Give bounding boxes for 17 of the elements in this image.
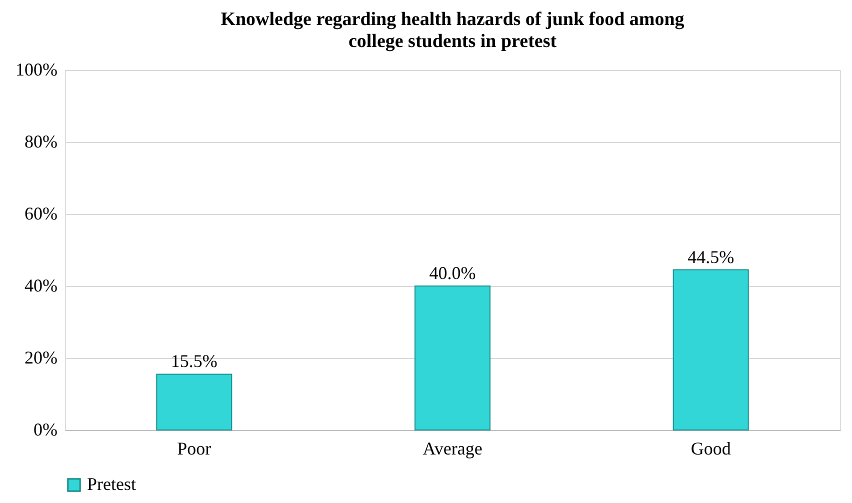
bar	[156, 374, 232, 430]
bar	[672, 269, 749, 430]
y-tick-label: 80%	[24, 132, 58, 152]
legend-label: Pretest	[87, 474, 136, 494]
x-tick-label: Average	[422, 438, 482, 458]
chart-title: Knowledge regarding health hazards of junk food among college students in pretest	[220, 9, 685, 52]
y-tick-label: 20%	[24, 348, 58, 368]
x-tick-label: Good	[690, 438, 731, 458]
y-tick-label: 0%	[34, 420, 58, 440]
data-label: 15.5%	[170, 351, 218, 372]
bar	[414, 286, 490, 430]
data-label: 40.0%	[429, 263, 476, 283]
y-tick-label: 60%	[24, 204, 58, 224]
data-label: 44.5%	[688, 246, 734, 267]
x-tick-label: Poor	[177, 438, 212, 458]
y-tick-label: 40%	[24, 276, 58, 296]
y-tick-label: 100%	[16, 60, 58, 80]
